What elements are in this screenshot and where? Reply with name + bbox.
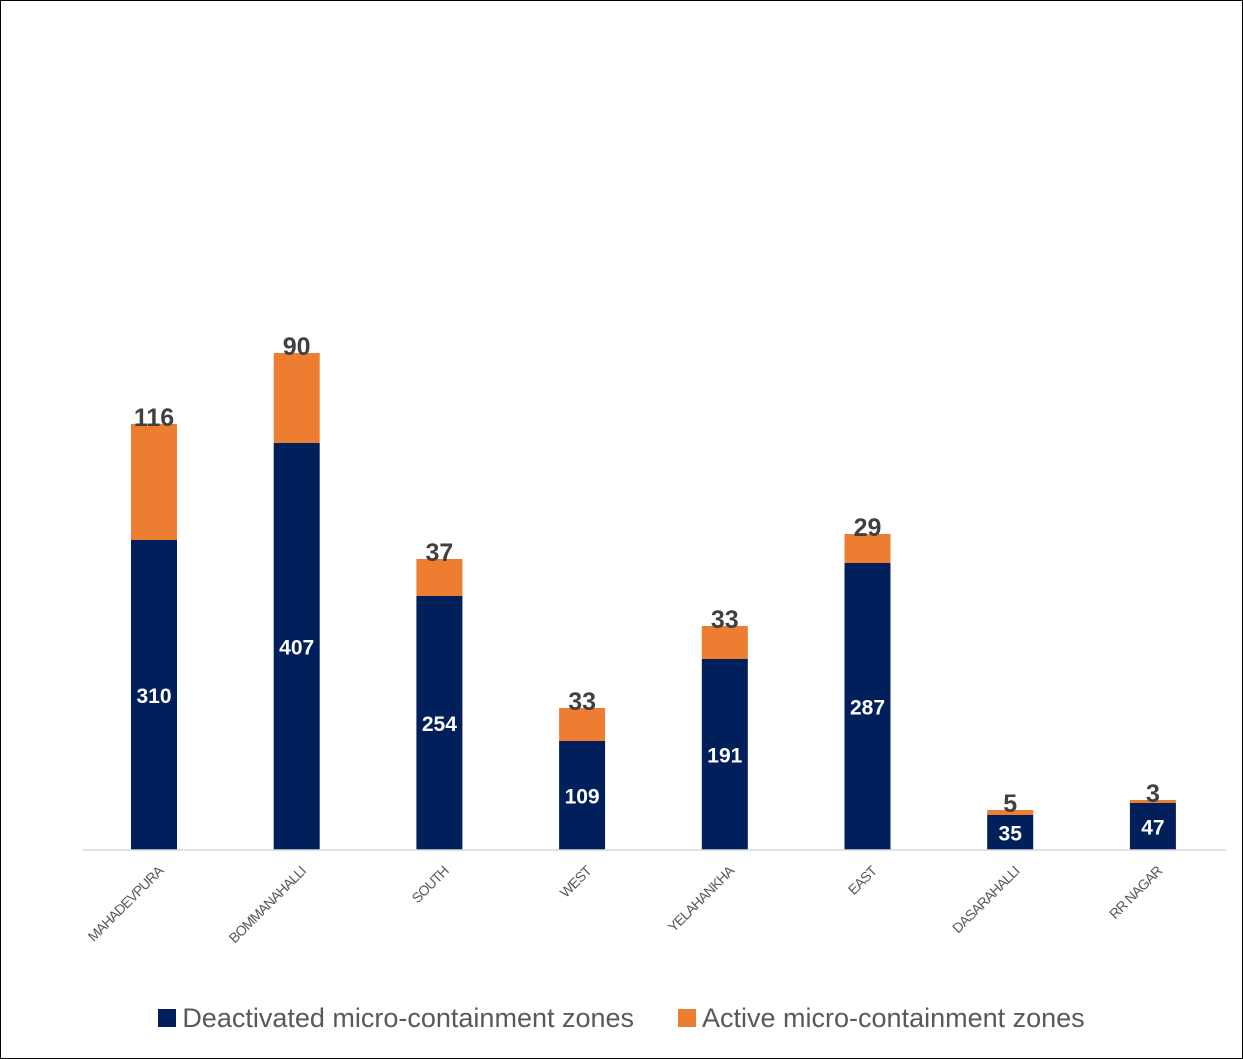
data-label-deactivated: 35 (999, 823, 1023, 846)
x-tick-label: WEST (557, 862, 596, 901)
data-label-active: 90 (283, 333, 311, 361)
data-label-active: 3 (1146, 780, 1160, 808)
stacked-bar-chart: 310 116 MAHADEVPURA 407 90 BOMMANAHALLI 254 37 S… (83, 333, 1226, 946)
bar-active (131, 424, 177, 540)
data-label-deactivated: 109 (565, 786, 600, 809)
bar-deactivated (844, 563, 891, 850)
bar-active (987, 810, 1034, 815)
bar-deactivated (559, 741, 606, 850)
bar-deactivated (131, 540, 177, 850)
x-tick-label: EAST (845, 862, 881, 898)
x-tick-label: DASARAHALLI (949, 863, 1022, 936)
legend-swatch-active (678, 1009, 697, 1027)
legend-item-active: Active micro-containment zones (678, 1003, 1085, 1034)
bar-active (701, 626, 748, 659)
legend: Deactivated micro-containment zones Acti… (0, 1000, 1243, 1036)
legend-swatch-deactivated (158, 1009, 177, 1027)
data-label-deactivated: 287 (850, 697, 885, 720)
x-tick-label: SOUTH (408, 863, 451, 906)
data-label-active: 116 (134, 404, 174, 432)
x-tick-label: RR NAGAR (1106, 862, 1166, 922)
data-label-deactivated: 191 (707, 745, 742, 768)
bar-deactivated (1129, 803, 1176, 850)
bar-deactivated (987, 815, 1034, 850)
bar-active (844, 534, 891, 563)
data-label-deactivated: 407 (279, 637, 314, 660)
legend-item-deactivated: Deactivated micro-containment zones (158, 1003, 634, 1034)
bar-active (559, 708, 606, 741)
data-label-deactivated: 47 (1141, 817, 1164, 840)
data-label-deactivated: 254 (422, 713, 457, 736)
data-label-deactivated: 310 (136, 685, 171, 708)
x-tick-label: MAHADEVPURA (85, 862, 168, 945)
bar-deactivated (416, 596, 463, 850)
bar-active (416, 559, 463, 596)
bar-active (1129, 800, 1176, 803)
bar-deactivated (701, 659, 748, 850)
data-label-active: 37 (425, 539, 453, 567)
legend-label-active: Active micro-containment zones (702, 1002, 1085, 1033)
data-label-active: 33 (568, 688, 596, 716)
data-label-active: 29 (854, 514, 882, 542)
x-tick-label: YELAHANKHA (665, 862, 738, 935)
data-label-active: 33 (711, 606, 739, 634)
x-tick-label: BOMMANAHALLI (226, 863, 309, 946)
data-label-active: 5 (1003, 790, 1017, 818)
bar-deactivated (273, 443, 320, 850)
legend-label-deactivated: Deactivated micro-containment zones (182, 1002, 635, 1033)
bar-active (273, 353, 320, 443)
